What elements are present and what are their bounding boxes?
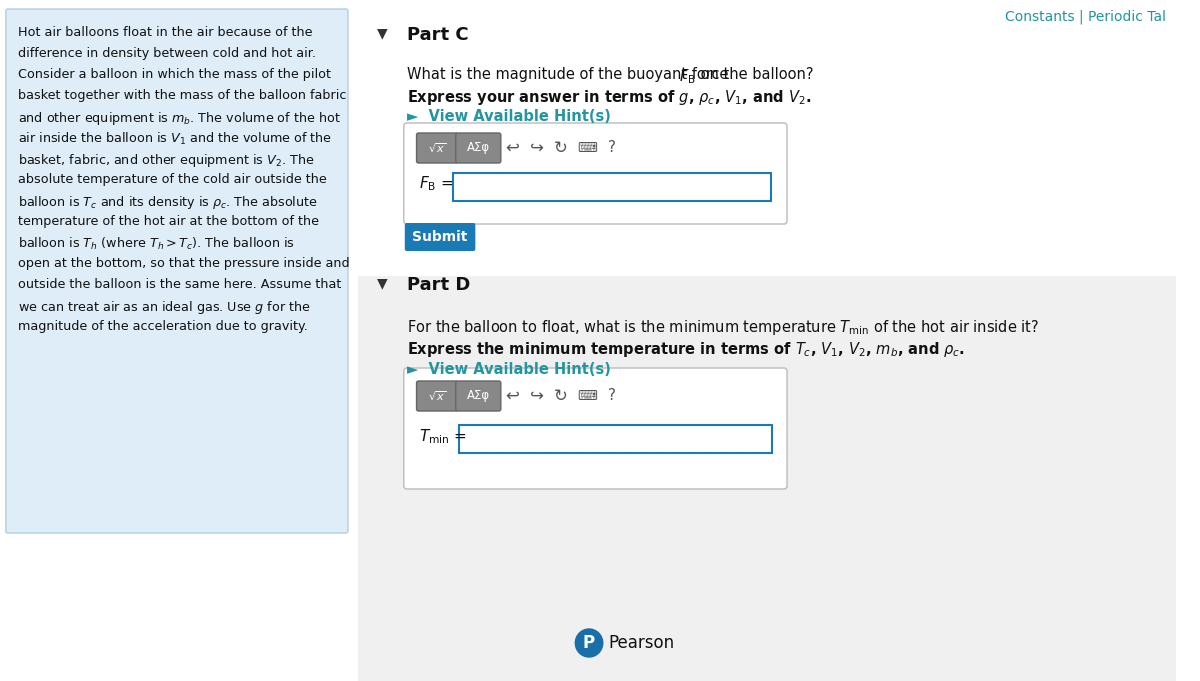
Text: $F_\mathrm{B}$ =: $F_\mathrm{B}$ = (419, 174, 454, 193)
FancyBboxPatch shape (416, 381, 457, 411)
Text: Submit: Submit (413, 230, 468, 244)
Text: ΑΣφ: ΑΣφ (467, 390, 490, 402)
Text: and other equipment is $m_b$. The volume of the hot: and other equipment is $m_b$. The volume… (18, 110, 341, 127)
Text: Express your answer in terms of $g$, $\rho_c$, $V_1$, and $V_2$.: Express your answer in terms of $g$, $\r… (407, 88, 811, 107)
Text: balloon is $T_h$ (where $T_h > T_c$). The balloon is: balloon is $T_h$ (where $T_h > T_c$). Th… (18, 236, 295, 252)
Text: ↩: ↩ (505, 139, 518, 157)
FancyBboxPatch shape (452, 173, 772, 201)
FancyBboxPatch shape (358, 276, 1176, 681)
FancyBboxPatch shape (456, 381, 500, 411)
Circle shape (575, 629, 602, 657)
Text: ▼: ▼ (377, 26, 388, 40)
Text: ⌨: ⌨ (577, 389, 598, 403)
Text: $\sqrt{x}$: $\sqrt{x}$ (428, 142, 446, 155)
Text: What is the magnitude of the buoyant force: What is the magnitude of the buoyant for… (407, 67, 733, 82)
Text: Express the minimum temperature in terms of $T_c$, $V_1$, $V_2$, $m_b$, and $\rh: Express the minimum temperature in terms… (407, 340, 965, 359)
FancyBboxPatch shape (358, 0, 1176, 681)
Text: ▼: ▼ (377, 276, 388, 290)
FancyBboxPatch shape (404, 223, 475, 251)
Text: $T_\mathrm{min}$ =: $T_\mathrm{min}$ = (419, 428, 467, 446)
Text: ►  View Available Hint(s): ► View Available Hint(s) (407, 109, 611, 124)
FancyBboxPatch shape (404, 123, 787, 224)
FancyBboxPatch shape (416, 133, 457, 163)
Text: Constants | Periodic Tal: Constants | Periodic Tal (1006, 10, 1166, 25)
Text: ⌨: ⌨ (577, 141, 598, 155)
Text: ↪: ↪ (530, 139, 544, 157)
Text: ↪: ↪ (530, 387, 544, 405)
Text: Hot air balloons float in the air because of the: Hot air balloons float in the air becaus… (18, 26, 312, 39)
Text: balloon is $T_c$ and its density is $\rho_c$. The absolute: balloon is $T_c$ and its density is $\rh… (18, 194, 318, 211)
Text: absolute temperature of the cold air outside the: absolute temperature of the cold air out… (18, 173, 326, 186)
Text: Consider a balloon in which the mass of the pilot: Consider a balloon in which the mass of … (18, 68, 331, 81)
Text: magnitude of the acceleration due to gravity.: magnitude of the acceleration due to gra… (18, 320, 307, 333)
Text: $F_\mathrm{B}$: $F_\mathrm{B}$ (679, 67, 696, 86)
Text: basket together with the mass of the balloon fabric: basket together with the mass of the bal… (18, 89, 346, 102)
Text: ↩: ↩ (505, 387, 518, 405)
FancyBboxPatch shape (404, 368, 787, 489)
Text: difference in density between cold and hot air.: difference in density between cold and h… (18, 47, 316, 60)
Text: outside the balloon is the same here. Assume that: outside the balloon is the same here. As… (18, 278, 341, 291)
Text: Part C: Part C (407, 26, 468, 44)
FancyBboxPatch shape (458, 425, 773, 453)
Text: $\sqrt{x}$: $\sqrt{x}$ (428, 390, 446, 402)
Text: ?: ? (607, 388, 616, 404)
Text: P: P (583, 634, 595, 652)
Text: air inside the balloon is $V_1$ and the volume of the: air inside the balloon is $V_1$ and the … (18, 131, 332, 147)
Text: Part D: Part D (407, 276, 470, 294)
FancyBboxPatch shape (6, 9, 348, 533)
FancyBboxPatch shape (456, 133, 500, 163)
Text: basket, fabric, and other equipment is $V_2$. The: basket, fabric, and other equipment is $… (18, 152, 314, 169)
Text: on the balloon?: on the balloon? (696, 67, 814, 82)
Text: ↻: ↻ (553, 387, 568, 405)
Text: For the balloon to float, what is the minimum temperature $T_\mathrm{min}$ of th: For the balloon to float, what is the mi… (407, 318, 1039, 337)
Text: ↻: ↻ (553, 139, 568, 157)
Text: open at the bottom, so that the pressure inside and: open at the bottom, so that the pressure… (18, 257, 349, 270)
Text: ΑΣφ: ΑΣφ (467, 142, 490, 155)
Text: we can treat air as an ideal gas. Use $g$ for the: we can treat air as an ideal gas. Use $g… (18, 299, 311, 316)
Text: ►  View Available Hint(s): ► View Available Hint(s) (407, 362, 611, 377)
Text: ?: ? (607, 140, 616, 155)
Text: Pearson: Pearson (608, 634, 674, 652)
Text: temperature of the hot air at the bottom of the: temperature of the hot air at the bottom… (18, 215, 319, 228)
